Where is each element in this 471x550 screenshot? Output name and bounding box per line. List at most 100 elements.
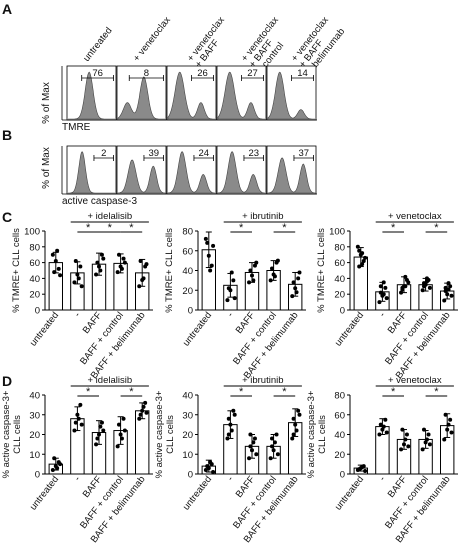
- y-tick-label-2: 40: [334, 430, 345, 441]
- data-point-4-2: [143, 400, 148, 405]
- data-point-2-0: [94, 272, 99, 277]
- data-point-3-3: [269, 444, 274, 449]
- data-point-4-2: [448, 284, 453, 289]
- data-point-4-5: [144, 262, 149, 267]
- y-tick-label-1: 10: [182, 450, 193, 461]
- data-point-3-4: [424, 276, 429, 281]
- data-point-0-3: [357, 264, 362, 269]
- treatment-label: + venetoclax: [388, 211, 442, 222]
- y-tick-label-3: 30: [29, 410, 40, 421]
- data-point-2-2: [252, 436, 257, 441]
- column-label-2: + venetoclax+ BAFF: [185, 15, 227, 70]
- data-point-0-2: [361, 259, 366, 264]
- data-point-4-3: [443, 289, 448, 294]
- data-point-1-1: [75, 272, 80, 277]
- data-point-4-2: [448, 417, 453, 422]
- gate-value-1: 8: [144, 68, 149, 79]
- y-axis-label: % TMRE+ CLL cells: [316, 228, 327, 313]
- data-point-4-6: [443, 285, 448, 290]
- panel-letter-c: C: [2, 209, 12, 225]
- data-point-3-7: [424, 279, 429, 284]
- data-point-1-3: [378, 290, 383, 295]
- data-point-1-6: [378, 284, 383, 289]
- data-point-1-7: [381, 292, 386, 297]
- y-tick-label-2: 20: [29, 430, 40, 441]
- data-point-4-3: [138, 259, 143, 264]
- data-point-3-2: [426, 432, 431, 437]
- data-point-3-0: [420, 447, 425, 452]
- y-tick-label-0: 0: [340, 470, 345, 481]
- significance-star-1: *: [282, 386, 287, 398]
- data-point-4-1: [140, 408, 145, 413]
- y-axis-label: % active caspase-3+CLL cells: [306, 390, 328, 478]
- y-tick-label-1: 20: [29, 290, 40, 301]
- data-point-0-5: [211, 243, 216, 248]
- data-point-1-2: [383, 285, 388, 290]
- panel-a: A % of Max TMRE: [2, 1, 91, 133]
- data-point-1-2: [231, 278, 236, 283]
- histogram-frame-0: [66, 145, 117, 195]
- column-label-1: + venetoclax: [131, 15, 173, 64]
- data-point-1-5: [79, 422, 84, 427]
- histogram-4: [267, 71, 315, 120]
- data-point-4-4: [294, 290, 299, 295]
- data-point-3-4: [272, 440, 277, 445]
- data-point-1-0: [72, 280, 77, 285]
- y-tick-label-1: 20: [182, 286, 193, 297]
- data-point-3-3: [269, 266, 274, 271]
- data-point-1-4: [76, 416, 81, 421]
- histogram-1: [117, 159, 166, 194]
- data-point-4-4: [446, 281, 451, 286]
- y-tick-label-4: 40: [29, 391, 40, 402]
- data-point-0-3: [52, 456, 57, 461]
- data-point-1-3: [73, 420, 78, 425]
- data-point-0-1: [53, 259, 58, 264]
- category-label-0: untreated: [181, 310, 214, 348]
- data-point-3-4: [119, 436, 124, 441]
- data-point-0-3: [52, 270, 57, 275]
- y-tick-label-0: 0: [340, 306, 345, 317]
- data-point-4-0: [442, 437, 447, 442]
- y-tick-label-3: 60: [29, 258, 40, 269]
- data-point-2-2: [99, 420, 104, 425]
- data-point-2-4: [251, 278, 256, 283]
- category-label-0: untreated: [333, 474, 366, 512]
- data-point-2-3: [95, 436, 100, 441]
- data-point-0-3: [205, 240, 210, 245]
- data-point-0-5: [58, 273, 63, 278]
- panel-letter-d: D: [2, 373, 12, 389]
- data-point-3-3: [116, 422, 121, 427]
- data-point-4-0: [137, 416, 142, 421]
- data-point-3-6: [269, 436, 274, 441]
- data-point-0-2: [56, 266, 61, 271]
- y-axis-label: % TMRE+ CLL cells: [164, 228, 175, 313]
- data-point-0-5: [58, 462, 63, 467]
- panel-b-xlabel: active caspase-3: [62, 196, 137, 207]
- data-point-0-4: [360, 251, 365, 256]
- histogram-4: [267, 157, 316, 194]
- data-point-2-0: [399, 447, 404, 452]
- category-label-1: -: [377, 474, 388, 483]
- significance-star-1: *: [434, 222, 439, 234]
- data-point-1-5: [384, 296, 389, 301]
- y-tick-label-2: 40: [182, 266, 193, 277]
- y-tick-label-0: 0: [35, 306, 40, 317]
- data-point-4-5: [297, 270, 302, 275]
- data-point-0-7: [360, 262, 365, 267]
- data-point-3-3: [421, 284, 426, 289]
- significance-star-1: *: [129, 386, 134, 398]
- y-tick-label-1: 20: [334, 290, 345, 301]
- data-point-0-3: [357, 467, 362, 472]
- data-point-3-5: [427, 442, 432, 447]
- data-point-2-0: [247, 456, 252, 461]
- y-tick-label-2: 40: [29, 274, 40, 285]
- category-label-0: untreated: [28, 474, 61, 512]
- data-point-1-5: [232, 412, 237, 417]
- y-tick-label-2: 40: [334, 274, 345, 285]
- y-axis-label: % TMRE+ CLL cells: [11, 228, 22, 313]
- data-point-1-5: [79, 284, 84, 289]
- gate-value-3: 27: [247, 68, 258, 79]
- y-tick-label-4: 80: [29, 242, 40, 253]
- data-point-2-0: [247, 280, 252, 285]
